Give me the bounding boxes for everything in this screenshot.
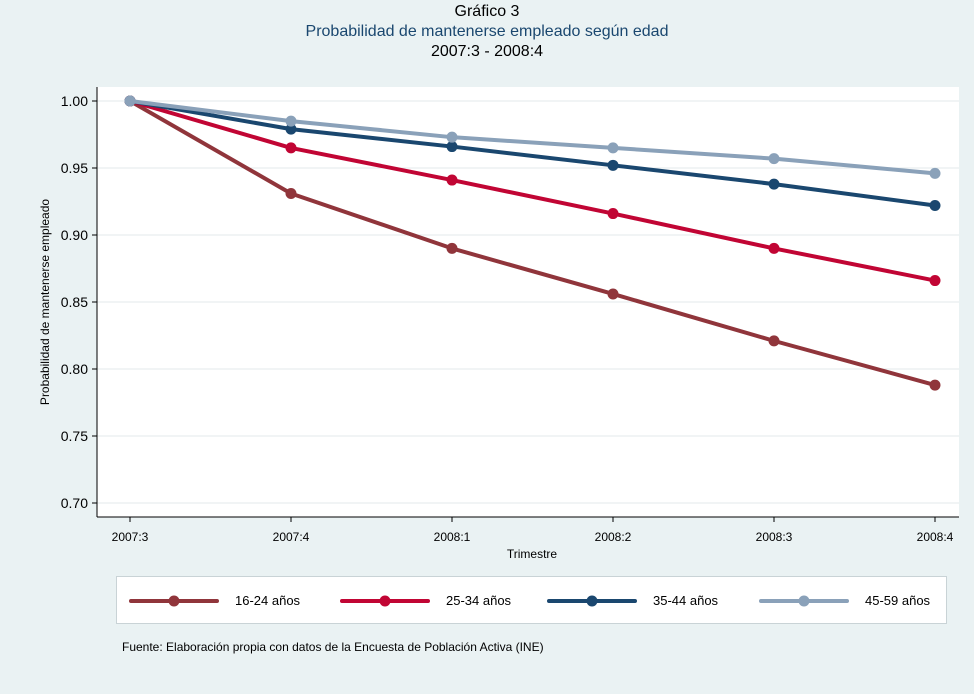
data-point: [285, 115, 297, 127]
series-0: [124, 95, 941, 391]
data-point: [285, 123, 297, 135]
y-tick-label: 0.85: [61, 294, 88, 310]
data-point: [929, 167, 941, 179]
x-tick-label: 2008:2: [595, 530, 632, 544]
data-point: [285, 142, 297, 154]
data-point: [768, 335, 780, 347]
series-line: [128, 99, 937, 176]
data-point: [446, 141, 458, 153]
legend-swatch-marker: [798, 595, 810, 607]
y-tick-label: 0.70: [61, 495, 88, 511]
x-tick-label: 2008:1: [434, 530, 471, 544]
legend-swatch-marker: [168, 595, 180, 607]
y-tick-label: 0.95: [61, 160, 88, 176]
x-tick-label: 2008:3: [756, 530, 793, 544]
data-point: [285, 187, 297, 199]
data-point: [607, 142, 619, 154]
series-3: [124, 95, 941, 179]
legend-swatch-marker: [586, 595, 598, 607]
source-note: Fuente: Elaboración propia con datos de …: [122, 640, 544, 654]
data-point: [607, 288, 619, 300]
x-tick-label: 2008:4: [917, 530, 954, 544]
data-point: [768, 242, 780, 254]
legend-swatch: [547, 595, 637, 607]
grid-lines: [97, 100, 959, 504]
y-tick-label: 0.75: [61, 428, 88, 444]
legend-swatch: [129, 595, 219, 607]
data-point: [446, 131, 458, 143]
legend-label: 35-44 años: [653, 593, 719, 608]
chart-title-block: Gráfico 3 Probabilidad de mantenerse emp…: [0, 2, 974, 62]
x-axis-label: Trimestre: [507, 547, 558, 561]
y-axis-label: Probabilidad de mantenerse empleado: [38, 199, 52, 405]
data-point: [446, 242, 458, 254]
series-line: [128, 99, 937, 208]
y-tick-label: 0.80: [61, 361, 88, 377]
data-point: [768, 178, 780, 190]
axes: 0.70 0.75 0.80 0.85 0.90 0.95 1.00 2007:3 2007:4…: [61, 87, 959, 544]
series-layer: [124, 95, 941, 391]
legend-swatch: [340, 595, 430, 607]
series-line: [128, 99, 937, 388]
legend-swatch-marker: [379, 595, 391, 607]
legend-label: 16-24 años: [235, 593, 301, 608]
data-point: [446, 174, 458, 186]
legend-label: 45-59 años: [865, 593, 931, 608]
data-point: [124, 95, 136, 107]
data-point: [768, 153, 780, 165]
y-tick-label: 1.00: [61, 93, 88, 109]
y-tick-label: 0.90: [61, 227, 88, 243]
x-tick-label: 2007:3: [112, 530, 149, 544]
chart-title: Gráfico 3: [454, 3, 520, 20]
legend: 16-24 años 25-34 años 35-44 años 45-59 años: [116, 576, 947, 624]
data-point: [607, 159, 619, 171]
data-point: [929, 200, 941, 212]
x-tick-label: 2007:4: [273, 530, 310, 544]
data-point: [607, 208, 619, 220]
data-point: [929, 379, 941, 391]
legend-swatch: [759, 595, 849, 607]
chart-period: 2007:3 - 2008:4: [430, 43, 544, 60]
data-point: [929, 275, 941, 287]
series-2: [124, 95, 941, 212]
legend-label: 25-34 años: [446, 593, 512, 608]
series-line: [128, 99, 937, 283]
chart-subtitle: Probabilidad de mantenerse empleado segú…: [305, 23, 669, 40]
